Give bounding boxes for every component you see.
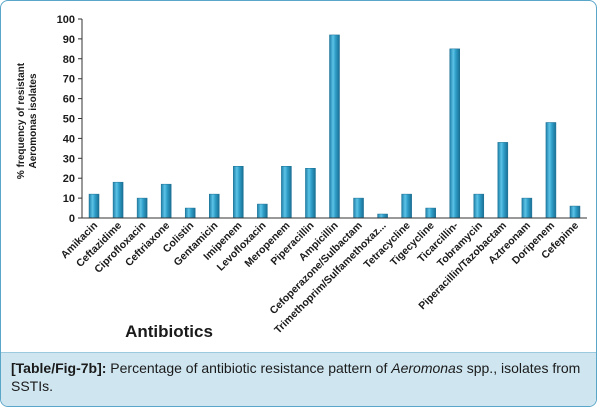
bar-ceftriaxone — [160, 183, 172, 219]
bar-trimethoprim-sulfamethoxaz — [377, 213, 388, 219]
bar-amikacin — [88, 193, 100, 219]
bar-meropenem — [281, 166, 292, 219]
bar-ceftazidime — [112, 181, 124, 219]
y-tick-label: 30 — [63, 153, 75, 165]
y-tick-label: 10 — [63, 193, 75, 205]
y-tick-label: 100 — [57, 14, 75, 26]
bar-cefepime — [569, 205, 581, 219]
caption-text-before: Percentage of antibiotic resistance patt… — [110, 360, 388, 376]
caption-italic: Aeromonas — [391, 360, 463, 376]
bar-aztreonam — [521, 197, 533, 219]
bar-tigecycline — [425, 207, 436, 219]
bar-ticarcillin — [449, 48, 460, 219]
y-tick-label: 90 — [63, 34, 75, 46]
figure-caption: [Table/Fig-7b]: Percentage of antibiotic… — [1, 352, 596, 406]
y-tick-label: 70 — [63, 74, 75, 86]
y-tick-label: 0 — [69, 213, 75, 225]
bar-ciprofloxacin — [136, 197, 148, 219]
y-axis-title-line-2: Aeromonas isolates — [28, 73, 39, 168]
y-tick-label: 20 — [63, 173, 75, 185]
x-axis-labels: AmikacinCeftazidimeCiprofloxacinCeftriax… — [59, 219, 582, 336]
bar-cefoperazone-sulbactam — [353, 197, 364, 219]
bar-tobramycin — [473, 193, 485, 219]
bar-colistin — [184, 207, 196, 219]
bar-piperacillin-tazobactam — [497, 142, 509, 219]
y-tick-label: 60 — [63, 94, 75, 106]
y-tick-label: 80 — [63, 54, 75, 66]
bars — [88, 34, 581, 219]
bar-ampicillin — [329, 34, 340, 219]
caption-label: [Table/Fig-7b]: — [11, 360, 107, 376]
caption-text-after: spp., isolates from SSTIs. — [11, 360, 581, 394]
y-axis-ticks: 0 10 20 30 40 50 60 70 80 90 100 — [57, 14, 82, 225]
bar-levofloxacin — [257, 203, 268, 219]
y-axis-title-line-1: % frequency of resistant — [16, 62, 27, 179]
bar-doripenem — [545, 122, 557, 219]
bar-tetracycline — [401, 193, 412, 219]
bar-chart: 0 10 20 30 40 50 60 70 80 90 100 AmikacinCeftazidi… — [16, 14, 587, 341]
bar-piperacillin — [305, 168, 316, 219]
bar-imipenem — [233, 166, 244, 219]
y-tick-label: 40 — [63, 133, 75, 145]
x-axis-title: Antibiotics — [125, 322, 213, 341]
bar-gentamicin — [209, 193, 220, 219]
y-tick-label: 50 — [63, 114, 75, 126]
